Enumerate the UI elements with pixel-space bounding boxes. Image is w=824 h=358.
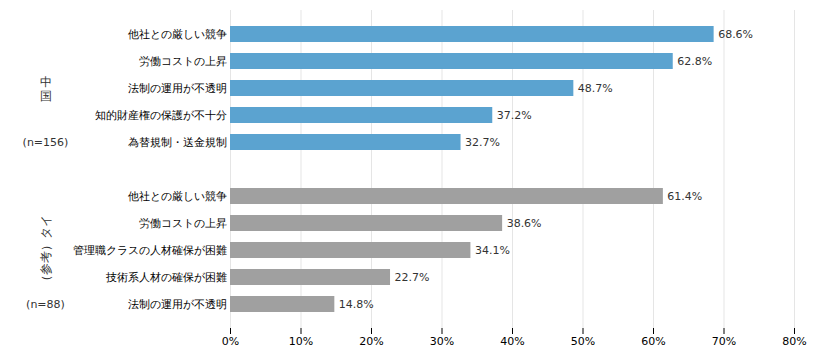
svg-text:法制の運用が不透明: 法制の運用が不透明: [128, 82, 227, 95]
svg-text:62.8%: 62.8%: [677, 55, 712, 68]
svg-text:22.7%: 22.7%: [395, 271, 430, 284]
svg-text:技術系人材の確保が困難: 技術系人材の確保が困難: [105, 271, 227, 284]
svg-text:(n=156): (n=156): [23, 136, 69, 149]
svg-text:38.6%: 38.6%: [507, 217, 542, 230]
svg-text:法制の運用が不透明: 法制の運用が不透明: [128, 298, 227, 311]
svg-text:80%: 80%: [782, 335, 806, 348]
svg-text:40%: 40%: [500, 335, 524, 348]
svg-text:他社との厳しい競争: 他社との厳しい競争: [128, 28, 227, 41]
svg-text:0%: 0%: [222, 335, 239, 348]
svg-text:48.7%: 48.7%: [578, 82, 613, 95]
svg-text:管理職クラスの人材確保が困難: 管理職クラスの人材確保が困難: [73, 244, 227, 257]
svg-text:知的財産権の保護が不十分: 知的財産権の保護が不十分: [95, 109, 227, 122]
svg-text:30%: 30%: [430, 335, 454, 348]
svg-text:為替規制・送金規制: 為替規制・送金規制: [128, 136, 227, 149]
svg-text:32.7%: 32.7%: [465, 136, 500, 149]
svg-text:34.1%: 34.1%: [475, 244, 510, 257]
svg-text:37.2%: 37.2%: [497, 109, 532, 122]
svg-text:60%: 60%: [641, 335, 665, 348]
svg-text:14.8%: 14.8%: [339, 298, 374, 311]
svg-text:労働コストの上昇: 労働コストの上昇: [139, 55, 227, 68]
svg-text:中国: 中国: [40, 75, 52, 103]
svg-text:20%: 20%: [359, 335, 383, 348]
svg-text:労働コストの上昇: 労働コストの上昇: [139, 217, 227, 230]
svg-text:68.6%: 68.6%: [718, 28, 753, 41]
svg-text:61.4%: 61.4%: [667, 190, 702, 203]
svg-text:70%: 70%: [712, 335, 736, 348]
svg-text:（参考）タイ: （参考）タイ: [39, 215, 53, 287]
svg-text:10%: 10%: [289, 335, 313, 348]
svg-text:(n=88): (n=88): [26, 298, 65, 311]
svg-text:他社との厳しい競争: 他社との厳しい競争: [128, 190, 227, 203]
svg-text:50%: 50%: [571, 335, 595, 348]
